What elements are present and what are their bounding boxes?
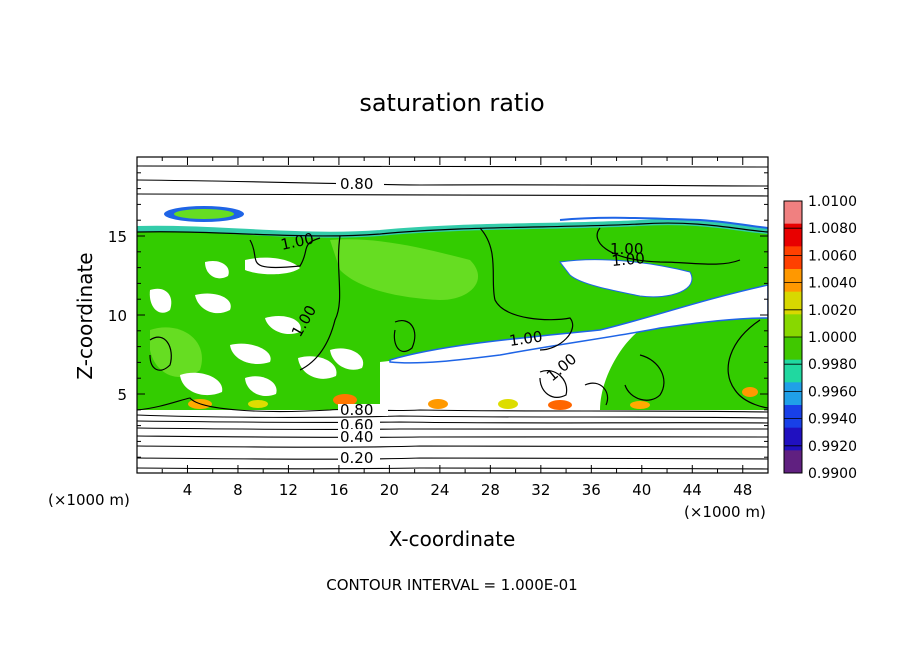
colorbar-segment [784, 405, 802, 429]
colorbar-segment [784, 291, 802, 315]
x-tick-label: 40 [632, 481, 651, 499]
supersaturation-spot [742, 387, 758, 397]
colorbar: 1.0100 1.0080 1.0060 1.0040 1.0020 1.0000 0.99… [783, 194, 857, 482]
colorbar-label: 0.9940 [808, 412, 857, 428]
colorbar-segment [784, 359, 802, 383]
chart-title: saturation ratio [359, 89, 544, 117]
colorbar-label: 0.9960 [808, 384, 857, 400]
colorbar-segment [784, 269, 802, 293]
contour-label-bg [338, 404, 388, 416]
x-tick-label: 24 [430, 481, 449, 499]
contour-interval-note: CONTOUR INTERVAL = 1.000E-01 [326, 576, 577, 594]
y-tick-label: 5 [117, 386, 127, 404]
supersaturation-spot [548, 400, 572, 410]
x-unit-right: (×1000 m) [684, 503, 766, 521]
cyan-fringe [137, 219, 768, 238]
contour-label: 1.00 [611, 249, 646, 270]
colorbar-label: 1.0000 [808, 330, 857, 346]
x-tick-label: 28 [481, 481, 500, 499]
colorbar-label: 1.0080 [808, 221, 857, 237]
colorbar-label: 1.0020 [808, 303, 857, 319]
y-tick-label: 10 [108, 307, 127, 325]
dry-patch [149, 288, 172, 313]
colorbar-segment [784, 427, 802, 451]
dry-patch [559, 259, 693, 298]
dry-patch [265, 315, 301, 335]
y-axis-label: Z-coordinate [73, 252, 97, 379]
contour-label: 1.00 [508, 327, 544, 349]
colorbar-segment [784, 246, 802, 270]
colorbar-label: 0.9900 [808, 466, 857, 482]
light-green-patch [150, 327, 202, 378]
light-green-patch [330, 239, 479, 300]
x-axis-label: X-coordinate [389, 527, 516, 551]
dry-patch [298, 356, 337, 379]
supersaturation-spot [630, 401, 650, 409]
saturated-region-right [600, 316, 768, 410]
x-tick-label: 44 [683, 481, 702, 499]
x-tick-label: 20 [380, 481, 399, 499]
contour-label: 0.20 [340, 449, 373, 467]
colorbar-label: 1.0040 [808, 276, 857, 292]
blue-fringe [559, 216, 768, 229]
dry-patch [195, 293, 231, 314]
colorbar-segment [784, 201, 802, 225]
contour-label-bg [338, 451, 380, 465]
contour-label: 0.80 [340, 401, 373, 419]
plot-field [137, 157, 768, 473]
colorbar-label: 1.0100 [808, 194, 857, 210]
y-axis: 5 10 15 [108, 172, 768, 458]
isolated-cloud-core [174, 209, 234, 219]
dry-patch [330, 348, 364, 370]
supersaturation-spot [428, 399, 448, 409]
contour-label-bg [338, 419, 380, 431]
x-axis: 4 8 12 16 20 24 28 32 36 40 44 48 [161, 157, 752, 499]
dry-patch [245, 376, 277, 397]
contour-label-bg [338, 429, 380, 443]
contour-label: 0.80 [340, 175, 373, 193]
x-tick-label: 32 [531, 481, 550, 499]
supersaturation-spot [333, 394, 357, 406]
colorbar-label: 0.9920 [808, 439, 857, 455]
x-tick-label: 12 [279, 481, 298, 499]
supersaturation-spot [498, 399, 518, 409]
x-tick-label: 4 [183, 481, 193, 499]
colorbar-segment [784, 223, 802, 247]
contour-label: 0.40 [340, 428, 373, 446]
colorbar-segment [784, 314, 802, 338]
colorbar-segment [784, 450, 802, 474]
x-tick-label: 48 [733, 481, 752, 499]
dry-patch [230, 343, 271, 365]
colorbar-label: 0.9980 [808, 357, 857, 373]
x-tick-label: 16 [329, 481, 348, 499]
supersaturation-spot [248, 400, 268, 408]
dry-patch [205, 260, 229, 279]
colorbar-segment [784, 382, 802, 406]
contour-lines-1-00 [137, 222, 768, 409]
dry-patch [180, 372, 223, 396]
dry-patch [245, 257, 300, 275]
colorbar-segment [784, 337, 802, 361]
x-tick-label: 8 [233, 481, 243, 499]
y-tick-label: 15 [108, 228, 127, 246]
dry-band [389, 284, 768, 364]
x-tick-label: 36 [582, 481, 601, 499]
contour-label: 1.00 [610, 240, 643, 258]
colorbar-label: 1.0060 [808, 248, 857, 264]
x-unit-left: (×1000 m) [48, 491, 130, 509]
contour-label-bg [336, 175, 384, 193]
